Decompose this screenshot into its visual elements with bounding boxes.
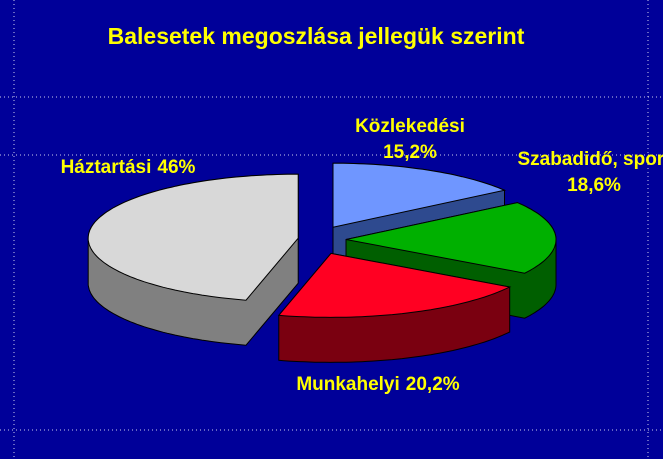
data-label: Közlekedési 15,2% <box>355 116 465 163</box>
label-category: Közlekedési <box>355 116 465 137</box>
label-value: 15,2% <box>383 142 437 163</box>
slice-group <box>277 252 512 363</box>
chart-title: Balesetek megoszlása jellegük szerint <box>108 23 525 49</box>
data-label: Háztartási 46% <box>61 157 196 178</box>
slice <box>345 202 557 274</box>
label-category: Szabadidő, sport <box>517 149 663 170</box>
slice <box>87 173 299 301</box>
data-label: Szabadidő, sport 18,6% <box>517 149 663 196</box>
slice <box>277 252 512 318</box>
slice-group <box>87 173 299 346</box>
label-category: Munkahelyi <box>296 374 399 395</box>
data-label: Munkahelyi 20,2% <box>296 374 459 395</box>
label-value: 18,6% <box>567 175 621 196</box>
label-category: Háztartási <box>61 157 152 178</box>
label-value: 20,2% <box>406 374 460 395</box>
slice <box>332 162 507 228</box>
label-value: 46% <box>157 157 195 178</box>
